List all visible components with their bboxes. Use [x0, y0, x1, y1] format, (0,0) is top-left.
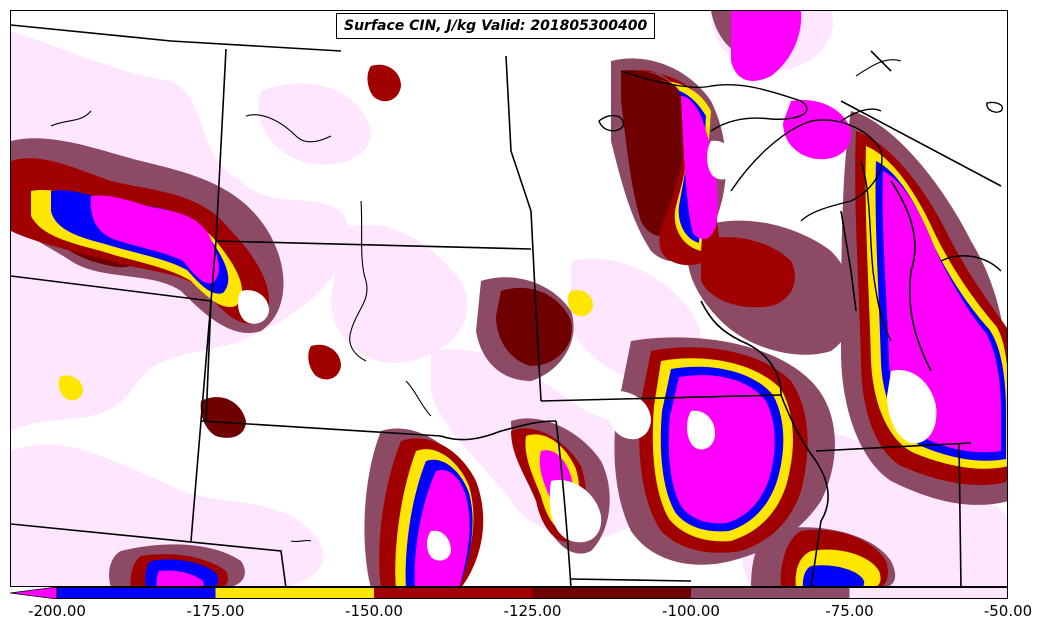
state-borders	[11, 24, 1002, 586]
cin-map	[11, 11, 1007, 586]
colorbar-tick-label: -175.00	[186, 602, 245, 620]
colorbar-extension-below-min	[10, 587, 58, 599]
rivers	[50, 59, 902, 543]
colorbar-bin-1	[215, 587, 374, 599]
colorbar	[10, 587, 1008, 599]
colorbar-tick-label: -50.00	[983, 602, 1033, 620]
map-area	[10, 10, 1008, 587]
colorbar-tick-label: -150.00	[345, 602, 403, 620]
great-lakes	[598, 70, 1003, 342]
colorbar-bin-0	[57, 587, 216, 599]
colorbar-bin-2	[374, 587, 533, 599]
colorbar-outline	[56, 587, 1008, 599]
map-title-text: Surface CIN, J/kg Valid: 201805300400	[344, 18, 648, 34]
colorbar-tick-label: -75.00	[825, 602, 874, 620]
cin-white-patches	[237, 140, 937, 561]
map-title: Surface CIN, J/kg Valid: 201805300400	[336, 13, 656, 39]
colorbar-bin-3	[532, 587, 691, 599]
colorbar-tick-label: -100.00	[662, 602, 720, 620]
colorbar-bin-4	[691, 587, 850, 599]
colorbar-tick-label: -125.00	[503, 602, 562, 620]
colorbar-tick-label: -200.00	[28, 602, 86, 620]
colorbar-bin-5	[849, 587, 1008, 599]
